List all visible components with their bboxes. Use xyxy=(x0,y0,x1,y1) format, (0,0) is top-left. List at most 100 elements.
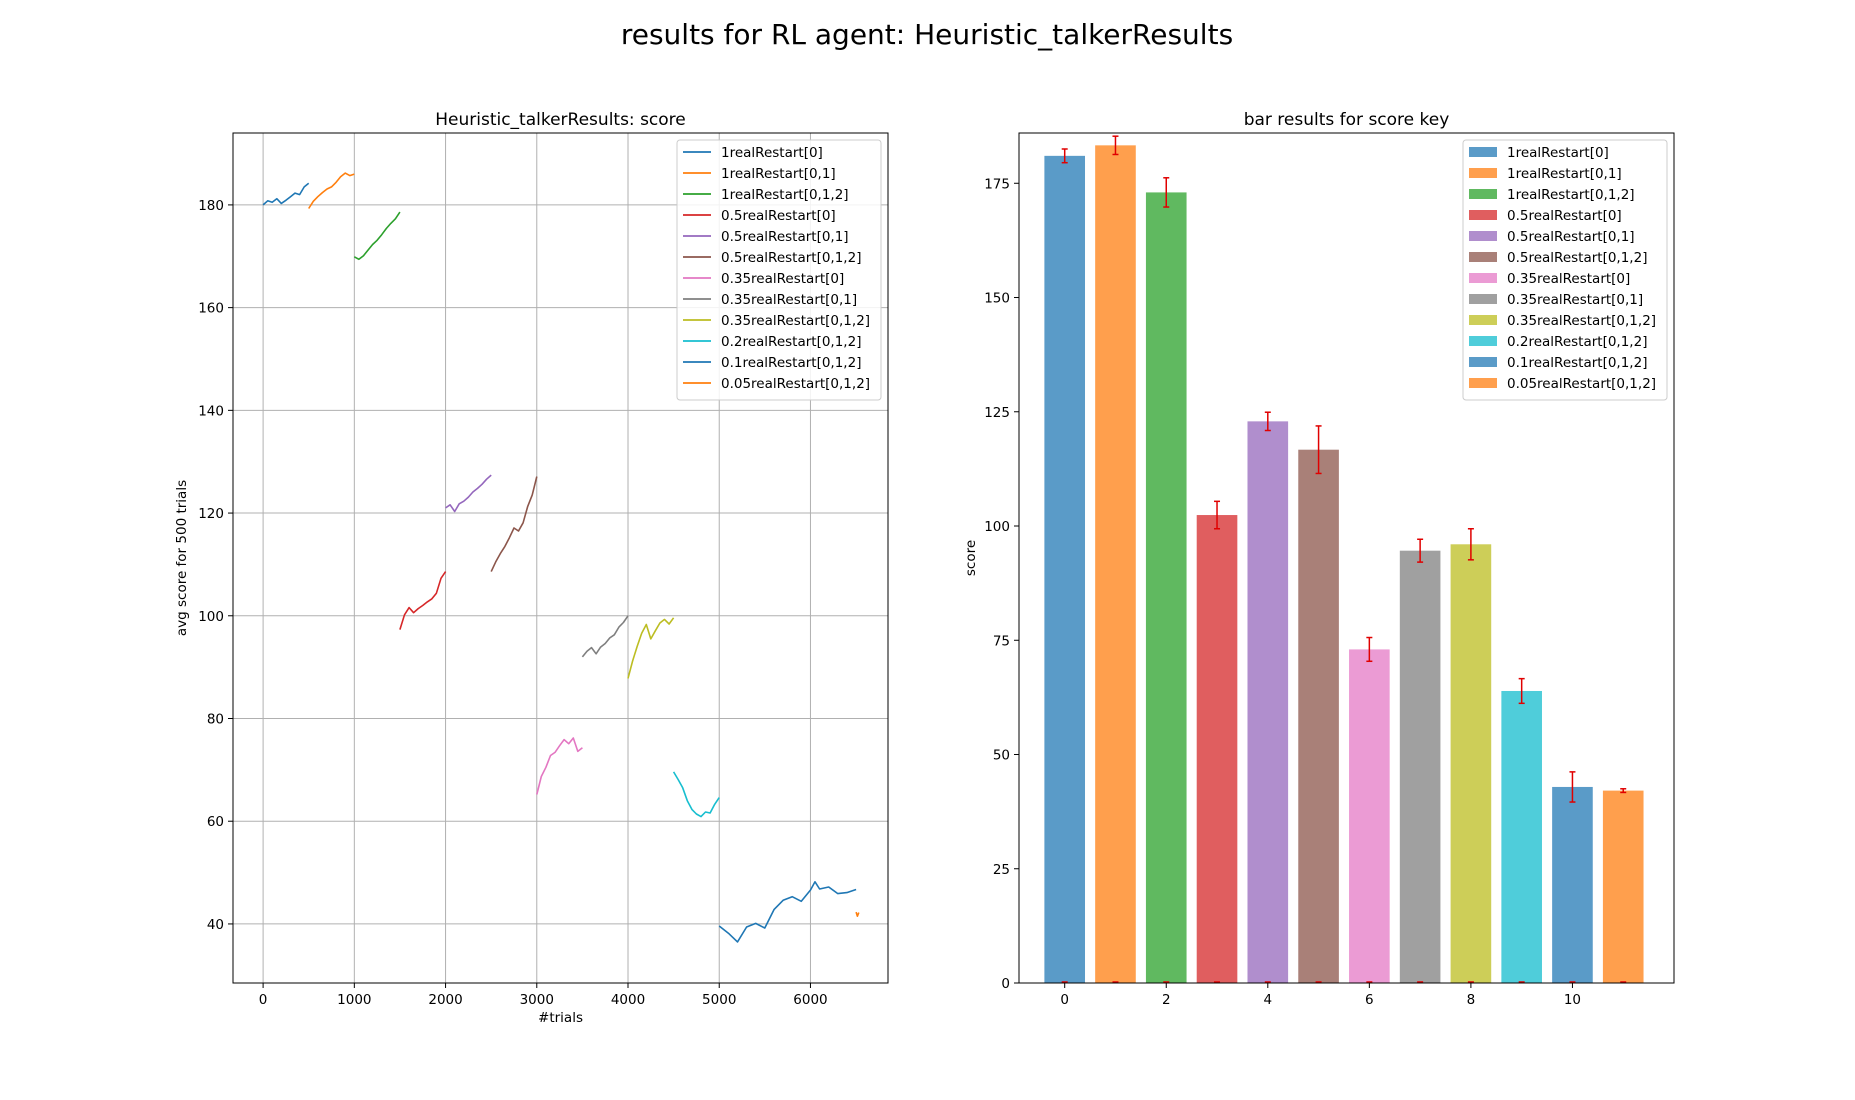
x-axis-label: #trials xyxy=(538,1010,583,1026)
legend-label: 1realRestart[0] xyxy=(721,145,823,161)
legend-swatch xyxy=(1469,336,1497,346)
series-line-4 xyxy=(445,474,492,513)
bar-10 xyxy=(1552,786,1593,983)
legend-label: 1realRestart[0,1] xyxy=(721,166,836,182)
x-tick-label: 1000 xyxy=(337,992,371,1008)
x-tick-label: 4000 xyxy=(611,992,645,1008)
series-line-0 xyxy=(262,182,310,206)
x-tick-label: 0 xyxy=(259,992,268,1008)
legend-swatch xyxy=(1469,378,1497,388)
series-line-1 xyxy=(308,172,355,209)
legend-label: 0.35realRestart[0,1,2] xyxy=(721,313,870,329)
x-tick-label: 3000 xyxy=(520,992,554,1008)
y-tick-label: 120 xyxy=(198,506,224,522)
bar-6 xyxy=(1349,649,1390,983)
y-tick-label: 175 xyxy=(984,176,1010,192)
x-tick-label: 2 xyxy=(1162,992,1171,1008)
series-line-2 xyxy=(353,211,401,261)
x-tick-label: 4 xyxy=(1264,992,1273,1008)
y-axis-label: avg score for 500 trials xyxy=(174,480,190,636)
legend-label: 0.1realRestart[0,1,2] xyxy=(1507,355,1647,371)
y-tick-label: 50 xyxy=(993,748,1010,764)
legend-label: 0.5realRestart[0] xyxy=(1507,208,1622,224)
legend-label: 0.5realRestart[0,1] xyxy=(721,229,849,245)
legend-swatch xyxy=(1469,168,1497,178)
series-line-9 xyxy=(672,771,720,818)
legend-label: 1realRestart[0] xyxy=(1507,145,1609,161)
bar-2 xyxy=(1145,192,1187,984)
y-tick-label: 100 xyxy=(198,609,224,625)
legend-swatch xyxy=(1469,210,1497,220)
x-tick-label: 6 xyxy=(1365,992,1374,1008)
series-line-8 xyxy=(627,617,675,679)
bar-3 xyxy=(1196,515,1238,983)
series-line-10 xyxy=(718,880,857,943)
series-line-11 xyxy=(855,911,860,918)
legend-swatch xyxy=(1469,273,1497,283)
legend-swatch xyxy=(1469,189,1497,199)
chart-title: Heuristic_talkerResults: score xyxy=(435,110,686,130)
bar-11 xyxy=(1602,790,1644,983)
legend-label: 1realRestart[0,1] xyxy=(1507,166,1622,182)
series-line-7 xyxy=(581,615,629,658)
legend-label: 0.35realRestart[0,1] xyxy=(721,292,857,308)
y-tick-label: 25 xyxy=(993,862,1010,878)
legend-swatch xyxy=(1469,147,1497,157)
bar-5 xyxy=(1298,449,1339,983)
bar-9 xyxy=(1501,690,1542,983)
legend-label: 0.05realRestart[0,1,2] xyxy=(721,376,870,392)
legend-label: 0.2realRestart[0,1,2] xyxy=(721,334,861,350)
x-tick-label: 6000 xyxy=(793,992,827,1008)
y-tick-label: 40 xyxy=(207,917,224,933)
y-tick-label: 0 xyxy=(1001,976,1010,992)
legend-swatch xyxy=(1469,294,1497,304)
y-tick-label: 140 xyxy=(198,403,224,419)
legend-label: 0.35realRestart[0] xyxy=(1507,271,1630,287)
x-tick-label: 5000 xyxy=(702,992,736,1008)
series-line-5 xyxy=(490,476,538,572)
bar-1 xyxy=(1095,145,1136,983)
figure-title: results for RL agent: Heuristic_talkerRe… xyxy=(621,18,1233,51)
legend-swatch xyxy=(1469,252,1497,262)
legend-label: 0.5realRestart[0,1,2] xyxy=(1507,250,1647,266)
y-tick-label: 60 xyxy=(207,814,224,830)
legend-label: 0.1realRestart[0,1,2] xyxy=(721,355,861,371)
bar-4 xyxy=(1247,421,1289,983)
legend-box xyxy=(676,139,882,401)
bar-0 xyxy=(1044,155,1086,983)
legend-label: 0.35realRestart[0,1,2] xyxy=(1507,313,1656,329)
legend-label: 0.35realRestart[0,1] xyxy=(1507,292,1643,308)
line-chart-panel: 0 1000 2000 3000 4000 5000 6000 40 60 80 100 120 140… xyxy=(174,110,889,1026)
plot-frame xyxy=(1018,132,1675,984)
series-line-3 xyxy=(399,571,447,630)
x-tick-label: 8 xyxy=(1467,992,1476,1008)
legend-label: 0.05realRestart[0,1,2] xyxy=(1507,376,1656,392)
bar-8 xyxy=(1450,544,1492,983)
legend-swatch xyxy=(1469,357,1497,367)
legend-label: 0.5realRestart[0,1] xyxy=(1507,229,1635,245)
y-axis-label: score xyxy=(963,540,979,576)
plot-frame xyxy=(232,132,889,984)
chart-title: bar results for score key xyxy=(1244,110,1450,130)
legend-swatch xyxy=(1469,315,1497,325)
legend-swatch xyxy=(1469,231,1497,241)
x-tick-label: 10 xyxy=(1564,992,1581,1008)
y-tick-label: 125 xyxy=(984,405,1010,421)
y-tick-label: 80 xyxy=(207,711,224,727)
x-tick-label: 0 xyxy=(1060,992,1069,1008)
series-line-6 xyxy=(536,737,583,795)
x-tick-label: 2000 xyxy=(428,992,462,1008)
y-tick-label: 100 xyxy=(984,519,1010,535)
legend-label: 0.35realRestart[0] xyxy=(721,271,844,287)
legend-label: 0.2realRestart[0,1,2] xyxy=(1507,334,1647,350)
legend-box xyxy=(1462,139,1668,401)
legend-label: 0.5realRestart[0,1,2] xyxy=(721,250,861,266)
y-tick-label: 75 xyxy=(993,633,1010,649)
y-tick-label: 160 xyxy=(198,301,224,317)
legend-label: 1realRestart[0,1,2] xyxy=(721,187,849,203)
legend-label: 1realRestart[0,1,2] xyxy=(1507,187,1635,203)
y-tick-label: 180 xyxy=(198,198,224,214)
bar-7 xyxy=(1399,550,1441,983)
